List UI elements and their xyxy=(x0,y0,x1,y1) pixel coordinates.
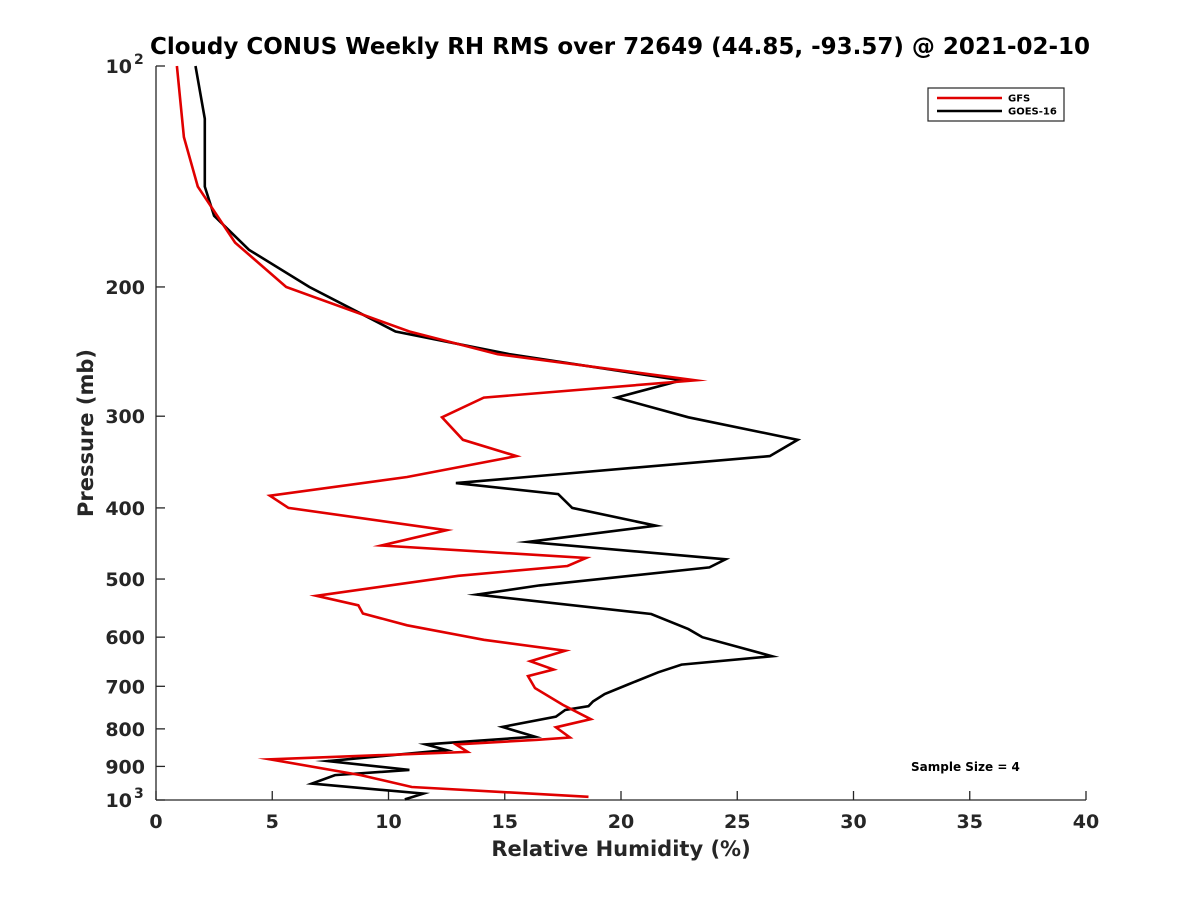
y-tick-exponent: 3 xyxy=(134,786,144,802)
y-tick-label: 600 xyxy=(105,627,145,649)
legend-label-gfs: GFS xyxy=(1008,94,1030,105)
y-tick-exponent: 2 xyxy=(134,52,144,68)
legend: GFS GOES-16 xyxy=(927,87,1065,122)
y-tick-label: 200 xyxy=(105,277,145,299)
y-tick-label: 10 xyxy=(106,56,132,78)
plot-area: 0 5 10 15 20 25 30 35 40 10 220030040050060070080… xyxy=(105,52,1099,833)
y-tick-label: 300 xyxy=(105,406,145,428)
x-tick-label: 25 xyxy=(724,811,750,833)
series-line-gfs xyxy=(175,65,708,799)
legend-box xyxy=(927,87,1065,122)
chart-title: Cloudy CONUS Weekly RH RMS over 72649 (4… xyxy=(150,34,1090,60)
y-tick-label: 800 xyxy=(105,719,145,741)
series-line-goes16 xyxy=(194,65,802,801)
x-tick-label: 20 xyxy=(608,811,634,833)
series-layer xyxy=(175,65,802,801)
x-tick-label: 5 xyxy=(266,811,279,833)
y-tick-label: 400 xyxy=(105,498,145,520)
y-axis-label: Pressure (mb) xyxy=(74,349,98,517)
sample-size-annotation: Sample Size = 4 xyxy=(911,760,1020,774)
x-tick-label: 0 xyxy=(149,811,162,833)
x-axis-label: Relative Humidity (%) xyxy=(491,837,750,861)
y-tick-label: 700 xyxy=(105,676,145,698)
x-tick-label: 40 xyxy=(1073,811,1099,833)
legend-label-goes16: GOES-16 xyxy=(1008,107,1057,118)
x-tick-label: 10 xyxy=(375,811,401,833)
x-tick-label: 35 xyxy=(957,811,983,833)
y-tick-label: 500 xyxy=(105,569,145,591)
x-tick-label: 15 xyxy=(492,811,518,833)
x-tick-label: 30 xyxy=(840,811,866,833)
y-tick-label: 900 xyxy=(105,756,145,778)
x-axis-ticks: 0 5 10 15 20 25 30 35 40 xyxy=(149,791,1099,833)
y-tick-label: 10 xyxy=(106,790,132,812)
